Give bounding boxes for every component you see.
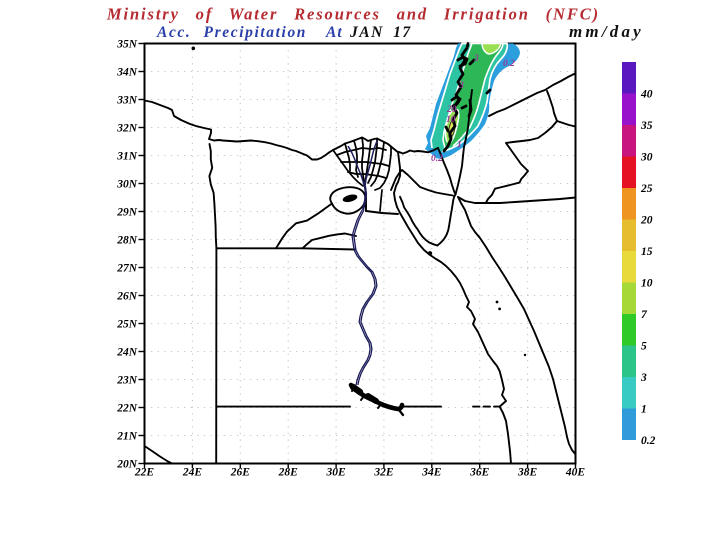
svg-text:3: 3 (473, 54, 479, 64)
svg-text:Acc. Precipitation: Acc. Precipitation (156, 24, 307, 41)
svg-text:33N: 33N (116, 94, 138, 106)
svg-text:35: 35 (640, 120, 653, 132)
svg-text:24N: 24N (116, 346, 138, 358)
svg-text:26E: 26E (230, 467, 251, 479)
svg-text:1: 1 (457, 140, 462, 150)
svg-text:34E: 34E (421, 467, 442, 479)
svg-text:26N: 26N (116, 290, 138, 302)
svg-text:22N: 22N (116, 402, 138, 414)
svg-text:30N: 30N (116, 178, 138, 190)
svg-text:23N: 23N (116, 374, 138, 386)
svg-text:25: 25 (640, 183, 653, 195)
svg-text:0.2: 0.2 (503, 59, 515, 69)
svg-text:27N: 27N (116, 262, 138, 274)
svg-text:5: 5 (641, 341, 647, 353)
svg-text:28E: 28E (278, 467, 299, 479)
svg-text:32N: 32N (116, 122, 138, 134)
svg-text:22E: 22E (134, 467, 155, 479)
svg-text:34N: 34N (116, 66, 138, 78)
svg-text:38E: 38E (517, 467, 538, 479)
svg-text:7: 7 (641, 309, 648, 321)
svg-text:30E: 30E (326, 467, 347, 479)
svg-text:20N: 20N (116, 458, 138, 470)
svg-text:28N: 28N (116, 234, 138, 246)
svg-text:32E: 32E (373, 467, 394, 479)
svg-text:3: 3 (458, 81, 464, 91)
svg-text:29N: 29N (116, 206, 138, 218)
svg-text:15: 15 (641, 246, 653, 258)
svg-text:0.2: 0.2 (431, 154, 443, 164)
svg-text:40: 40 (640, 89, 653, 101)
svg-text:JAN 17: JAN 17 (349, 24, 412, 41)
svg-text:10: 10 (446, 115, 456, 125)
svg-text:mm/day: mm/day (569, 22, 644, 41)
svg-text:0.2: 0.2 (641, 435, 656, 447)
svg-text:25N: 25N (116, 318, 138, 330)
svg-text:Ministry of Water Resources an: Ministry of Water Resources and Irrigati… (106, 5, 600, 24)
svg-text:31N: 31N (116, 150, 138, 162)
svg-text:10: 10 (641, 278, 653, 290)
svg-text:1: 1 (641, 404, 647, 416)
svg-text:35N: 35N (116, 38, 138, 50)
svg-text:24E: 24E (182, 467, 203, 479)
svg-text:30: 30 (640, 152, 653, 164)
svg-text:3: 3 (640, 372, 647, 384)
svg-text:21N: 21N (116, 430, 138, 442)
svg-text:20: 20 (446, 105, 457, 115)
svg-text:36E: 36E (469, 467, 490, 479)
svg-text:20: 20 (640, 215, 653, 227)
svg-text:40E: 40E (565, 467, 586, 479)
svg-text:At: At (325, 24, 343, 41)
